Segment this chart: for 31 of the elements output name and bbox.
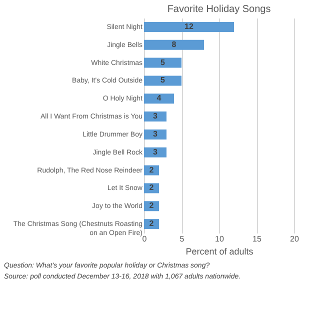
x-tick-label: 15 [252,234,262,244]
bar [144,94,174,104]
x-tick-label: 20 [290,234,300,244]
bar [144,58,182,68]
bar [144,165,159,176]
x-axis-title: Percent of adults [186,246,254,256]
bar [144,40,204,50]
data-label: 3 [153,112,158,121]
bar [144,76,182,86]
data-label: 2 [149,219,154,228]
x-tick-label: 10 [215,234,224,244]
data-label: 4 [156,94,162,103]
data-label: 8 [172,40,177,49]
data-label: 5 [160,76,166,85]
data-label: 3 [153,129,158,138]
data-label: 2 [149,201,154,210]
x-tick-label: 5 [180,234,185,244]
bar [144,22,234,32]
data-label: 3 [153,147,158,156]
data-label: 5 [160,58,166,67]
x-tick-label: 0 [142,234,148,244]
bar [144,112,166,122]
data-label: 2 [149,183,154,192]
data-label: 12 [184,22,194,31]
bar [144,219,159,230]
bar [144,129,166,140]
data-label: 2 [149,165,154,174]
chart-title: Favorite Holiday Songs [167,4,271,15]
bar [144,147,166,158]
bar [144,201,159,212]
bar [144,183,159,194]
